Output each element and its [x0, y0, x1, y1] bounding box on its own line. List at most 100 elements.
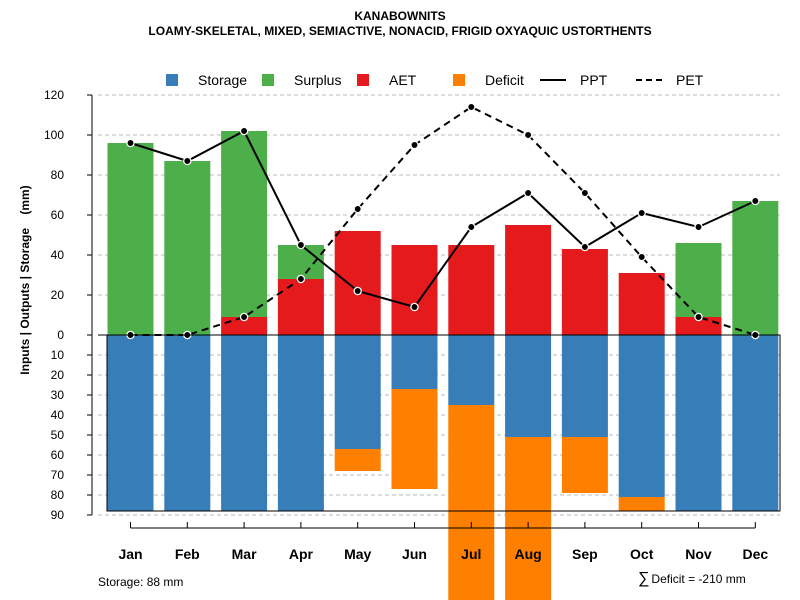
x-tick-label-feb: Feb — [175, 546, 200, 562]
x-tick-label-sep: Sep — [572, 546, 598, 562]
y-tick-label: 60 — [51, 448, 65, 462]
aet-bar — [221, 317, 268, 335]
chart-subtitle: LOAMY-SKELETAL, MIXED, SEMIACTIVE, NONAC… — [148, 24, 652, 38]
legend-ppt-label: PPT — [580, 72, 608, 88]
legend: Storage Surplus AET Deficit PPT PET — [166, 72, 704, 88]
pet-line-point — [353, 204, 362, 214]
storage-bar — [334, 335, 381, 449]
ppt-line-point — [126, 138, 135, 148]
y-tick-label: 0 — [57, 328, 64, 342]
pet-line-point — [580, 188, 590, 198]
ppt-line-point — [751, 196, 760, 206]
y-tick-label: 30 — [51, 388, 65, 402]
storage-note: Storage: 88 mm — [98, 575, 184, 589]
legend-aet-label: AET — [389, 72, 417, 88]
y-tick-label: 40 — [51, 408, 65, 422]
gridlines — [98, 94, 780, 516]
storage-bar — [164, 335, 211, 511]
storage-bar — [448, 335, 495, 405]
storage-bar — [107, 335, 154, 511]
y-tick-label: 40 — [51, 248, 65, 262]
aet-bar — [277, 279, 324, 335]
deficit-bar — [561, 437, 608, 493]
aet-bar — [391, 245, 438, 335]
deficit-bar — [391, 389, 438, 489]
surplus-bar — [732, 201, 779, 335]
ppt-line-point — [410, 302, 419, 312]
ppt-line-point — [353, 286, 362, 296]
deficit-bar — [448, 405, 495, 600]
y-tick-label: 60 — [51, 208, 65, 222]
x-tick-label-apr: Apr — [289, 546, 314, 562]
storage-bar — [732, 335, 779, 511]
ppt-line-point — [694, 222, 703, 232]
legend-storage-swatch — [166, 74, 178, 86]
ppt-line-point — [239, 126, 249, 136]
y-tick-label: 90 — [51, 508, 65, 522]
chart-title: KANABOWNITS — [354, 9, 446, 23]
x-tick-label-jul: Jul — [461, 546, 481, 562]
legend-aet-swatch — [357, 74, 369, 86]
x-tick-label-aug: Aug — [514, 546, 541, 562]
y-tick-label: 80 — [51, 168, 65, 182]
storage-bar — [675, 335, 722, 511]
bars — [106, 131, 781, 600]
storage-bar — [221, 335, 268, 511]
storage-bar — [391, 335, 438, 389]
legend-surplus-swatch — [262, 74, 274, 86]
aet-bar — [448, 245, 495, 335]
y-tick-label: 80 — [51, 488, 65, 502]
surplus-bar — [221, 131, 268, 317]
ppt-line-point — [467, 222, 476, 232]
surplus-bar — [164, 161, 211, 335]
legend-surplus-label: Surplus — [294, 72, 341, 88]
x-tick-label-mar: Mar — [232, 546, 257, 562]
ppt-line-point — [523, 188, 533, 198]
y-tick-label: 50 — [51, 428, 65, 442]
ppt-line-point — [296, 240, 306, 250]
y-tick-label: 20 — [51, 288, 65, 302]
x-tick-label-dec: Dec — [742, 546, 768, 562]
pet-line-point — [467, 102, 476, 112]
lines — [126, 102, 760, 340]
pet-line-point — [239, 312, 249, 322]
pet-line-point — [694, 312, 703, 322]
ppt-line-point — [637, 208, 646, 218]
x-tick-label-oct: Oct — [630, 546, 654, 562]
legend-pet-label: PET — [676, 72, 704, 88]
y-tick-label: 10 — [51, 348, 65, 362]
surplus-bar — [675, 243, 722, 317]
surplus-bar — [107, 143, 154, 335]
x-tick-label-may: May — [344, 546, 371, 562]
deficit-bar — [505, 437, 552, 600]
pet-line-point — [296, 274, 306, 284]
surplus-bar — [277, 245, 324, 279]
x-tick-label-jun: Jun — [402, 546, 427, 562]
deficit-note-text: Deficit = -210 mm — [651, 572, 746, 586]
x-tick-label-nov: Nov — [685, 546, 712, 562]
y-tick-label: 70 — [51, 468, 65, 482]
deficit-note: ∑ Deficit = -210 mm — [638, 570, 746, 588]
ppt-line-point — [183, 156, 192, 166]
aet-bar — [675, 317, 722, 335]
ppt-line — [130, 129, 756, 309]
deficit-bar — [334, 449, 381, 471]
y-tick-label: 120 — [44, 88, 64, 102]
legend-deficit-swatch — [453, 74, 465, 86]
pet-line-point — [637, 252, 646, 262]
storage-bar — [277, 335, 324, 511]
aet-bar — [505, 225, 552, 335]
storage-bar — [561, 335, 608, 437]
sigma-icon: ∑ — [638, 570, 650, 587]
storage-bar — [618, 335, 665, 497]
aet-bar — [618, 273, 665, 335]
y-tick-label: 20 — [51, 368, 65, 382]
legend-deficit-label: Deficit — [485, 72, 524, 88]
ppt-line-point — [580, 242, 590, 252]
pet-line-point — [523, 130, 533, 140]
deficit-bar — [618, 497, 665, 511]
pet-line — [130, 105, 756, 336]
aet-bar — [561, 249, 608, 335]
aet-bar — [334, 231, 381, 335]
